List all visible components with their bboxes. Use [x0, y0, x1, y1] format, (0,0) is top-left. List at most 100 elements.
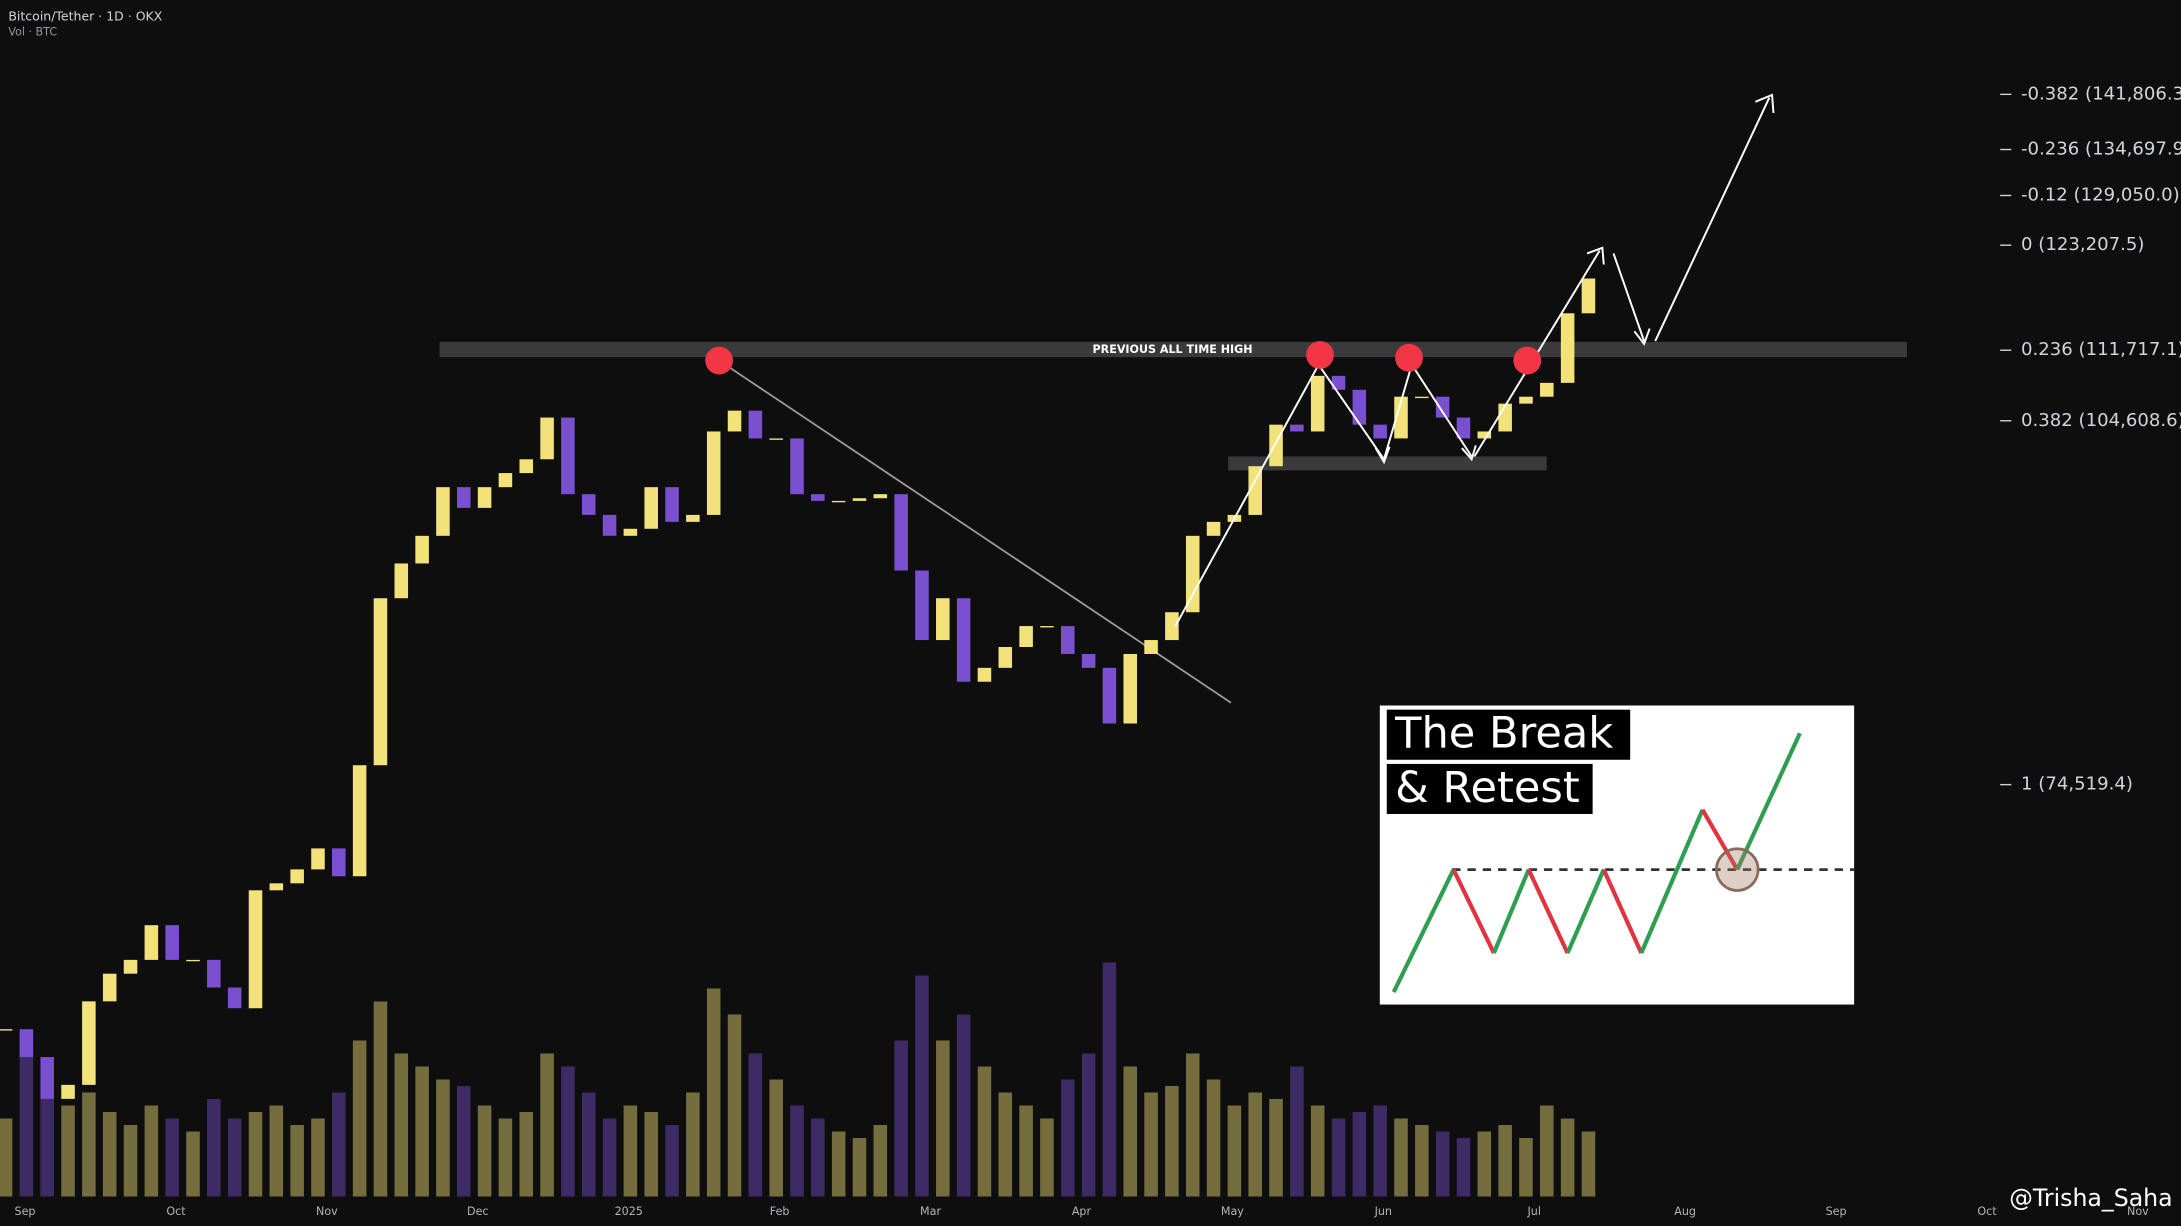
volume-bar: [1435, 1131, 1450, 1197]
volume-bar: [1123, 1066, 1138, 1197]
watermark: @Trisha_Saha: [2009, 1184, 2172, 1212]
x-tick-label: Mar: [920, 1205, 941, 1218]
candle: [123, 959, 138, 974]
volume-bar: [561, 1066, 575, 1197]
volume-bar: [1248, 1092, 1262, 1197]
volume-bar: [1394, 1118, 1408, 1197]
volume-bar: [40, 1079, 54, 1197]
volume-bar: [977, 1066, 992, 1197]
candle: [1310, 375, 1325, 432]
volume-bar: [186, 1131, 200, 1197]
candle: [415, 535, 429, 564]
path-arrow: [1612, 253, 1646, 342]
candle-layer: [0, 278, 1596, 1099]
x-tick-label: Feb: [770, 1205, 790, 1218]
volume-bar: [1227, 1105, 1242, 1197]
volume-bar: [894, 1040, 908, 1197]
band-layer: PREVIOUS ALL TIME HIGH: [439, 341, 1907, 471]
candle: [977, 667, 992, 682]
volume-bar: [644, 1111, 658, 1197]
volume-bar: [207, 1098, 221, 1197]
volume-bar: [915, 975, 929, 1197]
resistance-label: PREVIOUS ALL TIME HIGH: [1093, 343, 1253, 356]
x-tick-label: Dec: [467, 1205, 488, 1218]
volume-bar: [498, 1118, 513, 1197]
inset-retest: [1715, 847, 1760, 892]
volume-bar: [769, 1079, 783, 1197]
candle: [1456, 417, 1471, 439]
fib-label: -0.12 (129,050.0): [2021, 184, 2180, 205]
volume-bar: [998, 1092, 1013, 1197]
candle: [1165, 612, 1179, 641]
candle: [1144, 640, 1158, 654]
candle: [1394, 396, 1408, 439]
candle: [165, 925, 179, 960]
candle: [186, 959, 200, 962]
inset-title: & Retest: [1395, 763, 1580, 813]
candle: [19, 1029, 34, 1058]
inset-down: [1700, 808, 1740, 871]
candle: [540, 417, 554, 460]
support-band: [1228, 456, 1547, 471]
volume-bar: [457, 1085, 471, 1197]
arrow-head: [1374, 446, 1391, 465]
fib-label: -0.236 (134,697.9: [2021, 139, 2181, 160]
volume-bar: [1373, 1105, 1387, 1197]
volume-bar: [831, 1131, 846, 1197]
candle: [1435, 396, 1450, 418]
volume-bar: [248, 1111, 263, 1197]
candle: [1415, 396, 1429, 399]
candle: [915, 570, 929, 641]
candle: [956, 598, 971, 682]
candle: [1352, 389, 1367, 425]
volume-label: Vol · BTC: [8, 25, 57, 38]
inset-up: [1639, 808, 1705, 954]
volume-bar: [373, 1001, 388, 1197]
x-tick-label: Sep: [15, 1205, 36, 1218]
candle: [873, 494, 888, 499]
volume-bar: [1331, 1118, 1346, 1197]
candle: [40, 1057, 54, 1099]
candle: [623, 528, 638, 536]
volume-bar: [665, 1124, 679, 1197]
candle: [269, 883, 284, 891]
volume-bar: [1560, 1118, 1575, 1197]
candle: [894, 494, 908, 571]
volume-bar: [519, 1111, 534, 1197]
touch-point: [1306, 341, 1334, 369]
candle: [581, 494, 596, 515]
resistance-band: [439, 341, 1907, 358]
volume-bar: [1310, 1105, 1325, 1197]
candle: [790, 438, 804, 495]
volume-bar: [102, 1111, 117, 1197]
candle: [290, 869, 304, 884]
volume-bar: [1415, 1124, 1429, 1197]
volume-bar: [1040, 1118, 1054, 1197]
inset-down: [1526, 868, 1570, 954]
candle: [498, 473, 513, 488]
volume-bar: [477, 1105, 492, 1197]
volume-bar: [1540, 1105, 1554, 1197]
volume-bar: [332, 1092, 346, 1197]
volume-bar: [623, 1105, 638, 1197]
volume-bar: [1456, 1137, 1471, 1197]
touch-point: [1395, 343, 1423, 372]
inset: The Break & Retest: [1379, 705, 1855, 1005]
candle: [207, 959, 221, 988]
candle: [1185, 535, 1200, 613]
candle: [477, 487, 492, 508]
candle: [1540, 382, 1554, 397]
candle: [602, 514, 617, 536]
candle: [1331, 375, 1346, 390]
x-tick-label: May: [1221, 1205, 1244, 1218]
volume-bar: [852, 1137, 867, 1197]
x-tick-label: Oct: [166, 1205, 186, 1218]
inset-title: The Break: [1394, 709, 1613, 759]
candle: [706, 431, 721, 515]
candle: [811, 494, 825, 501]
candle: [227, 987, 242, 1009]
candle: [1373, 424, 1387, 439]
volume-bar: [1477, 1131, 1492, 1197]
